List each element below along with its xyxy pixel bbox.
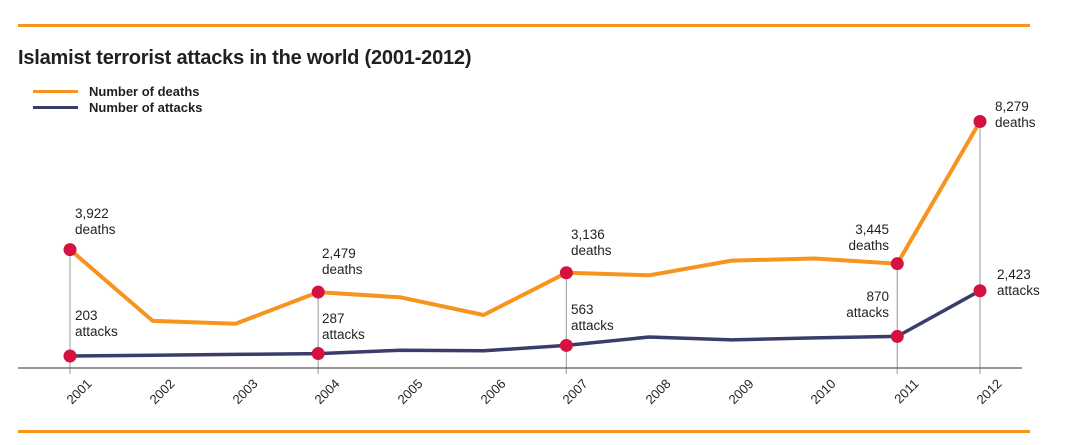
- annotation-2012-attacks: 2,423 attacks: [997, 267, 1040, 298]
- top-rule: [18, 24, 1030, 27]
- annotation-value: 3,136: [571, 227, 605, 242]
- annotation-value: 870: [866, 289, 889, 304]
- data-point-dot: [890, 257, 904, 271]
- annotation-2004-attacks: 287 attacks: [322, 311, 365, 342]
- annotation-unit: attacks: [75, 323, 118, 339]
- data-point-dot: [63, 243, 77, 257]
- annotation-2001-attacks: 203 attacks: [75, 308, 118, 339]
- annotation-value: 3,445: [855, 222, 889, 237]
- annotation-2004-deaths: 2,479 deaths: [322, 246, 363, 277]
- deaths-line: [68, 119, 982, 326]
- annotation-value: 2,479: [322, 246, 356, 261]
- deaths-line-swatch: [33, 89, 78, 93]
- annotation-value: 2,423: [997, 267, 1031, 282]
- bottom-rule: [18, 430, 1030, 433]
- annotation-value: 8,279: [995, 99, 1029, 114]
- annotation-unit: attacks: [571, 317, 614, 333]
- attacks-line: [68, 288, 982, 358]
- annotation-value: 287: [322, 311, 345, 326]
- data-point-dot: [311, 347, 325, 361]
- attacks-line-swatch: [33, 105, 78, 109]
- annotation-2007-deaths: 3,136 deaths: [571, 227, 612, 258]
- annotation-2011-attacks: 870 attacks: [846, 289, 889, 320]
- data-point-dot: [559, 338, 573, 352]
- data-point-dot: [973, 284, 987, 298]
- annotation-value: 3,922: [75, 206, 109, 221]
- legend-item-deaths: Number of deaths: [33, 83, 202, 99]
- annotation-unit: attacks: [997, 282, 1040, 298]
- data-point-dot: [890, 329, 904, 343]
- annotation-unit: deaths: [571, 242, 612, 258]
- annotation-2001-deaths: 3,922 deaths: [75, 206, 116, 237]
- annotation-2012-deaths: 8,279 deaths: [995, 99, 1036, 130]
- legend: Number of deaths Number of attacks: [33, 83, 202, 115]
- annotation-2011-deaths: 3,445 deaths: [848, 222, 889, 253]
- legend-label-attacks: Number of attacks: [89, 99, 203, 115]
- legend-item-attacks: Number of attacks: [33, 99, 202, 115]
- annotation-unit: attacks: [846, 304, 889, 320]
- annotation-unit: deaths: [75, 221, 116, 237]
- data-point-dot: [63, 349, 77, 363]
- annotation-unit: deaths: [848, 237, 889, 253]
- data-point-dot: [311, 285, 325, 299]
- annotation-value: 203: [75, 308, 98, 323]
- data-point-dot: [559, 266, 573, 280]
- data-point-dot: [973, 115, 987, 128]
- annotation-2007-attacks: 563 attacks: [571, 302, 614, 333]
- annotation-value: 563: [571, 302, 594, 317]
- annotation-unit: attacks: [322, 326, 365, 342]
- legend-label-deaths: Number of deaths: [89, 83, 200, 99]
- page-title: Islamist terrorist attacks in the world …: [18, 47, 472, 70]
- annotation-unit: deaths: [322, 261, 363, 277]
- annotation-unit: deaths: [995, 114, 1036, 130]
